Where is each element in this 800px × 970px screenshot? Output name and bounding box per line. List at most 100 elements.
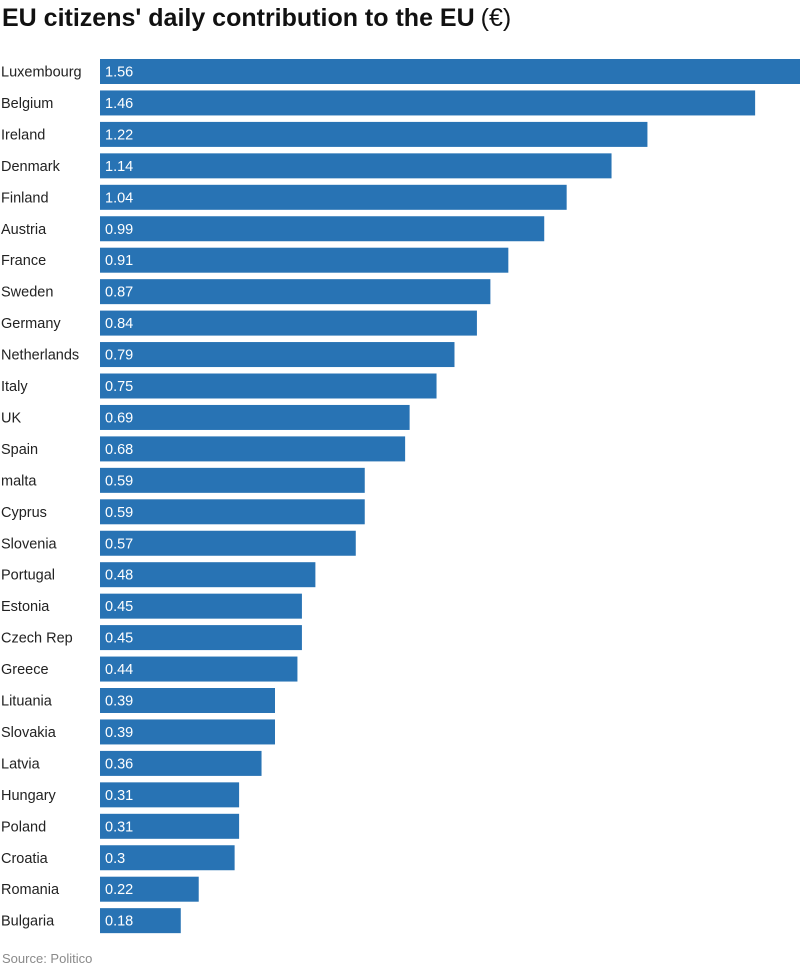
bar-value-label: 0.18 [105,914,133,930]
bar-value-label: 0.99 [105,222,133,238]
bar-row-netherlands: Netherlands 0.79 [1,342,455,368]
category-label: Denmark [1,159,61,175]
bar-value-label: 1.46 [105,96,133,112]
bar-row-slovenia: Slovenia 0.57 [1,530,356,556]
bar-value-label: 1.14 [105,159,133,175]
bar-row-bulgaria: Bulgaria 0.18 [1,908,181,934]
category-label: Spain [1,442,38,458]
bar-value-label: 0.48 [105,568,133,584]
bar-value-label: 1.56 [105,65,133,81]
bar [100,247,509,273]
category-label: Bulgaria [1,914,55,930]
bar [100,342,455,368]
chart-title-text: EU citizens' daily contribution to the E… [2,4,475,32]
bar-value-label: 0.59 [105,473,133,489]
chart-title-unit: (€) [480,4,512,32]
bar-value-label: 0.45 [105,599,133,615]
bar [100,782,240,808]
bar-row-cyprus: Cyprus 0.59 [1,499,365,525]
bar-value-label: 0.31 [105,819,133,835]
category-label: Cyprus [1,505,47,521]
bar [100,90,756,116]
bar-row-denmark: Denmark 1.14 [1,153,612,179]
bar [100,436,406,462]
bar [100,750,262,776]
bar-value-label: 0.68 [105,442,133,458]
bar-row-belgium: Belgium 1.46 [1,90,756,116]
bar-row-france: France 0.91 [1,247,509,273]
bar-row-poland: Poland 0.31 [1,813,240,839]
bar-value-label: 0.39 [105,725,133,741]
category-label: Sweden [1,285,53,301]
category-label: Greece [1,662,49,678]
bar-value-label: 1.22 [105,127,133,143]
category-label: Latvia [1,756,41,772]
bar-value-label: 0.84 [105,316,133,332]
category-label: Belgium [1,96,53,112]
category-label: UK [1,410,21,426]
category-label: Italy [1,379,28,395]
bar [100,719,275,745]
bar [100,499,365,525]
bar-row-czech-rep: Czech Rep 0.45 [1,625,302,651]
bar-row-latvia: Latvia 0.36 [1,750,262,776]
bar-row-austria: Austria 0.99 [1,216,545,242]
bar [100,656,298,682]
category-label: Ireland [1,127,45,143]
bar-row-sweden: Sweden 0.87 [1,279,491,305]
bar-value-label: 0.31 [105,788,133,804]
category-label: France [1,253,46,269]
bar-value-label: 1.04 [105,190,133,206]
bar [100,688,275,713]
bar [100,310,477,336]
bar [100,876,199,902]
bar [100,216,545,242]
bar [100,184,567,210]
bar-row-slovakia: Slovakia 0.39 [1,719,275,745]
bar [100,845,235,871]
bar [100,625,302,651]
category-label: Finland [1,190,49,206]
category-label: Slovenia [1,536,58,552]
bar [100,467,365,493]
bar-value-label: 0.87 [105,285,133,301]
bar [100,121,648,147]
category-label: malta [1,473,37,489]
bar [100,59,800,84]
category-label: Estonia [1,599,50,615]
bar [100,530,356,556]
bar-value-label: 0.59 [105,505,133,521]
bar-value-label: 0.3 [105,851,125,867]
category-label: Lituania [1,694,53,710]
bar-row-uk: UK 0.69 [1,404,410,430]
bar-row-estonia: Estonia 0.45 [1,593,302,619]
bar-value-label: 0.57 [105,536,133,552]
bar-row-malta: malta 0.59 [1,467,365,493]
category-label: Hungary [1,788,57,804]
bar-row-finland: Finland 1.04 [1,184,567,210]
category-label: Germany [1,316,61,332]
bar-row-hungary: Hungary 0.31 [1,782,240,808]
bar-row-luxembourg: Luxembourg 1.56 [1,59,800,84]
bar-value-label: 0.36 [105,756,133,772]
category-label: Portugal [1,568,55,584]
bar-row-germany: Germany 0.84 [1,310,477,336]
bar-row-romania: Romania 0.22 [1,876,199,902]
bar-value-label: 0.69 [105,410,133,426]
bar-value-label: 0.79 [105,348,133,364]
bar [100,153,612,179]
bar-value-label: 0.75 [105,379,133,395]
bar [100,593,302,619]
bar-row-spain: Spain 0.68 [1,436,406,462]
bar-value-label: 0.45 [105,631,133,647]
category-label: Slovakia [1,725,57,741]
bar-row-portugal: Portugal 0.48 [1,562,316,588]
bar [100,279,491,305]
bar-row-greece: Greece 0.44 [1,656,298,682]
category-label: Luxembourg [1,65,82,81]
bar-row-lituania: Lituania 0.39 [1,688,275,713]
bar-value-label: 0.39 [105,694,133,710]
category-label: Austria [1,222,47,238]
category-label: Poland [1,819,46,835]
bar [100,404,410,430]
